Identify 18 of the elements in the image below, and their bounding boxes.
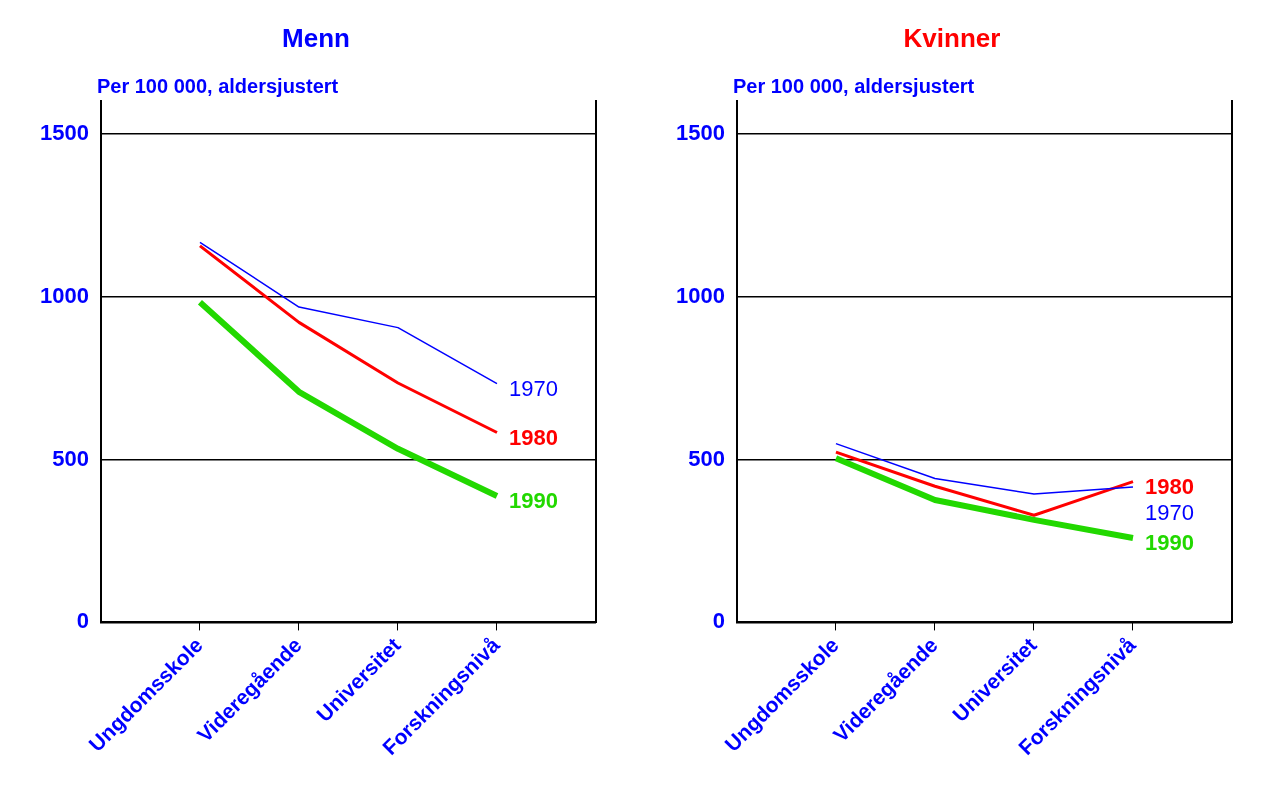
chart-subtitle: Per 100 000, aldersjustert: [96, 74, 339, 97]
series-label: 1970: [508, 375, 558, 401]
y-tick-label: 1500: [39, 119, 89, 145]
y-tick-label: 0: [712, 608, 725, 634]
series-label: 1970: [1144, 499, 1194, 525]
series-label: 1980: [1144, 473, 1194, 499]
y-tick-label: 0: [76, 608, 89, 634]
series-label: 1990: [1144, 530, 1194, 556]
chart-subtitle: Per 100 000, aldersjustert: [732, 74, 975, 97]
y-tick-label: 1500: [675, 119, 725, 145]
chart-title: Kvinner: [903, 22, 1001, 53]
y-tick-label: 1000: [675, 282, 725, 308]
y-tick-label: 500: [52, 445, 89, 471]
series-label: 1990: [508, 488, 558, 514]
y-tick-label: 500: [688, 445, 725, 471]
y-tick-label: 1000: [39, 282, 89, 308]
chart-title: Menn: [282, 22, 350, 53]
series-label: 1980: [508, 424, 558, 450]
